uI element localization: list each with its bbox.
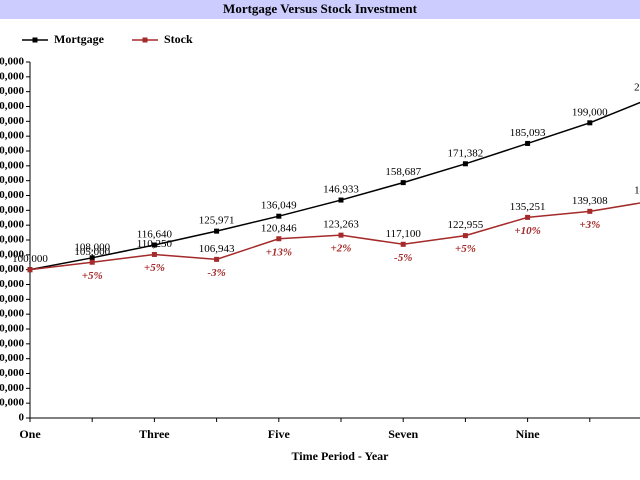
y-tick-label: 30,000 [0, 367, 25, 379]
value-label: 125,971 [199, 215, 235, 227]
y-tick-label: 0 [19, 412, 25, 424]
value-label: 117,100 [386, 228, 422, 240]
y-tick-label: 120,000 [0, 234, 25, 246]
point-marker [338, 197, 344, 203]
y-tick-label: 210,000 [0, 100, 25, 112]
value-label: 122,955 [448, 219, 484, 231]
value-label: 123,263 [323, 219, 359, 231]
point-marker [214, 256, 220, 262]
title-bar [0, 0, 640, 19]
annotation: +5% [144, 262, 165, 274]
y-tick-label: 190,000 [0, 130, 25, 142]
annotation: -3% [207, 267, 225, 279]
point-marker [462, 233, 468, 239]
point-marker [89, 255, 95, 261]
y-tick-label: 50,000 [0, 337, 25, 349]
y-tick-label: 230,000 [0, 70, 25, 82]
value-label: 120,846 [261, 222, 297, 234]
annotation: -5% [394, 252, 412, 264]
point-marker [151, 242, 157, 248]
annotation: +5% [82, 270, 103, 282]
point-marker [587, 120, 593, 126]
y-tick-label: 130,000 [0, 219, 25, 231]
annotation: +5% [455, 243, 476, 255]
legend-label: Mortgage [54, 32, 105, 46]
value-label: 185,093 [510, 127, 546, 139]
y-tick-label: 70,000 [0, 308, 25, 320]
point-marker [89, 259, 95, 265]
point-marker [276, 213, 282, 219]
value-label: 110,250 [137, 238, 173, 250]
value-label: 158,687 [385, 166, 421, 178]
series-line [29, 202, 640, 271]
value-label: 100,000 [12, 253, 48, 265]
point-marker [400, 241, 406, 247]
y-tick-label: 220,000 [0, 85, 25, 97]
annotation: +2% [331, 243, 352, 255]
x-tick-label: Seven [388, 427, 418, 441]
point-marker [27, 267, 33, 273]
legend-marker [32, 37, 38, 43]
point-marker [462, 161, 468, 167]
annotation: +10% [514, 225, 540, 237]
x-tick-label: One [19, 427, 41, 441]
point-marker [525, 140, 531, 146]
point-marker [338, 232, 344, 238]
value-label: 146,933 [323, 184, 359, 196]
x-axis-title: Time Period - Year [292, 449, 390, 463]
y-tick-label: 110,000 [0, 248, 24, 260]
y-tick-label: 90,000 [0, 278, 25, 290]
y-tick-label: 40,000 [0, 352, 25, 364]
y-tick-label: 80,000 [0, 293, 25, 305]
point-marker [151, 251, 157, 257]
chart-title: Mortgage Versus Stock Investment [223, 1, 418, 16]
value-label: 171,382 [448, 147, 484, 159]
y-tick-label: 240,000 [0, 56, 25, 68]
y-tick-label: 200,000 [0, 115, 25, 127]
y-tick-label: 150,000 [0, 189, 25, 201]
point-marker [525, 214, 531, 220]
y-tick-label: 180,000 [0, 145, 25, 157]
y-tick-label: 60,000 [0, 323, 25, 335]
value-label: 146,274 [634, 185, 640, 197]
x-tick-label: Three [139, 427, 170, 441]
value-label: 199,000 [572, 106, 608, 118]
point-marker [400, 180, 406, 186]
value-label: 116,640 [137, 229, 173, 241]
annotation: +13% [266, 246, 292, 258]
value-label: 215,892 [634, 81, 640, 93]
value-label: 136,049 [261, 200, 297, 212]
value-label: 135,251 [510, 201, 546, 213]
legend-marker [142, 37, 148, 43]
y-tick-label: 170,000 [0, 159, 25, 171]
y-tick-label: 10,000 [0, 397, 25, 409]
y-tick-label: 160,000 [0, 174, 25, 186]
point-marker [587, 208, 593, 214]
legend-label: Stock [164, 32, 193, 46]
point-marker [214, 228, 220, 234]
x-tick-label: Five [268, 427, 291, 441]
value-label: 105,000 [74, 246, 110, 258]
annotation: +3% [579, 219, 600, 231]
y-tick-label: 140,000 [0, 204, 25, 216]
y-tick-label: 100,000 [0, 263, 25, 275]
x-tick-label: Nine [516, 427, 541, 441]
point-marker [276, 236, 282, 242]
value-label: 106,943 [199, 243, 235, 255]
y-tick-label: 20,000 [0, 382, 25, 394]
value-label: 139,308 [572, 195, 608, 207]
value-label: 108,000 [74, 241, 110, 253]
